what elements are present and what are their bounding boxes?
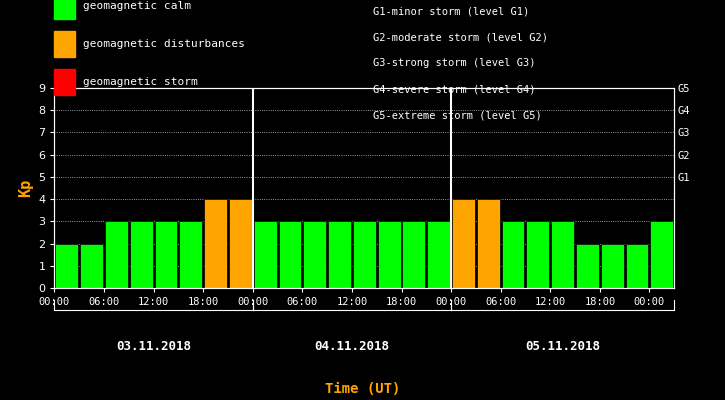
Bar <box>477 199 500 288</box>
Bar <box>179 221 202 288</box>
Text: geomagnetic disturbances: geomagnetic disturbances <box>83 39 245 49</box>
Bar <box>626 244 648 288</box>
Text: G5-extreme storm (level G5): G5-extreme storm (level G5) <box>373 110 542 120</box>
Bar <box>427 221 450 288</box>
Text: geomagnetic calm: geomagnetic calm <box>83 1 191 11</box>
Bar <box>576 244 599 288</box>
Bar <box>303 221 326 288</box>
Bar <box>55 244 78 288</box>
Text: G4-severe storm (level G4): G4-severe storm (level G4) <box>373 84 536 94</box>
Text: geomagnetic storm: geomagnetic storm <box>83 77 198 87</box>
Bar <box>402 221 426 288</box>
Y-axis label: Kp: Kp <box>17 179 33 197</box>
Text: G2-moderate storm (level G2): G2-moderate storm (level G2) <box>373 32 548 42</box>
Bar <box>229 199 252 288</box>
Bar <box>278 221 302 288</box>
Bar <box>551 221 574 288</box>
Bar <box>378 221 400 288</box>
Bar <box>452 199 475 288</box>
Bar <box>204 199 227 288</box>
Bar <box>328 221 351 288</box>
Text: 03.11.2018: 03.11.2018 <box>116 340 191 353</box>
Text: 04.11.2018: 04.11.2018 <box>315 340 389 353</box>
Text: G3-strong storm (level G3): G3-strong storm (level G3) <box>373 58 536 68</box>
Text: Time (UT): Time (UT) <box>325 382 400 396</box>
Bar <box>130 221 152 288</box>
Bar <box>353 221 376 288</box>
Text: G1-minor storm (level G1): G1-minor storm (level G1) <box>373 6 530 16</box>
Bar <box>154 221 178 288</box>
Bar <box>650 221 674 288</box>
Bar <box>502 221 524 288</box>
Bar <box>601 244 624 288</box>
Bar <box>254 221 276 288</box>
Text: 05.11.2018: 05.11.2018 <box>525 340 600 353</box>
Bar <box>105 221 128 288</box>
Bar <box>526 221 550 288</box>
Bar <box>80 244 103 288</box>
